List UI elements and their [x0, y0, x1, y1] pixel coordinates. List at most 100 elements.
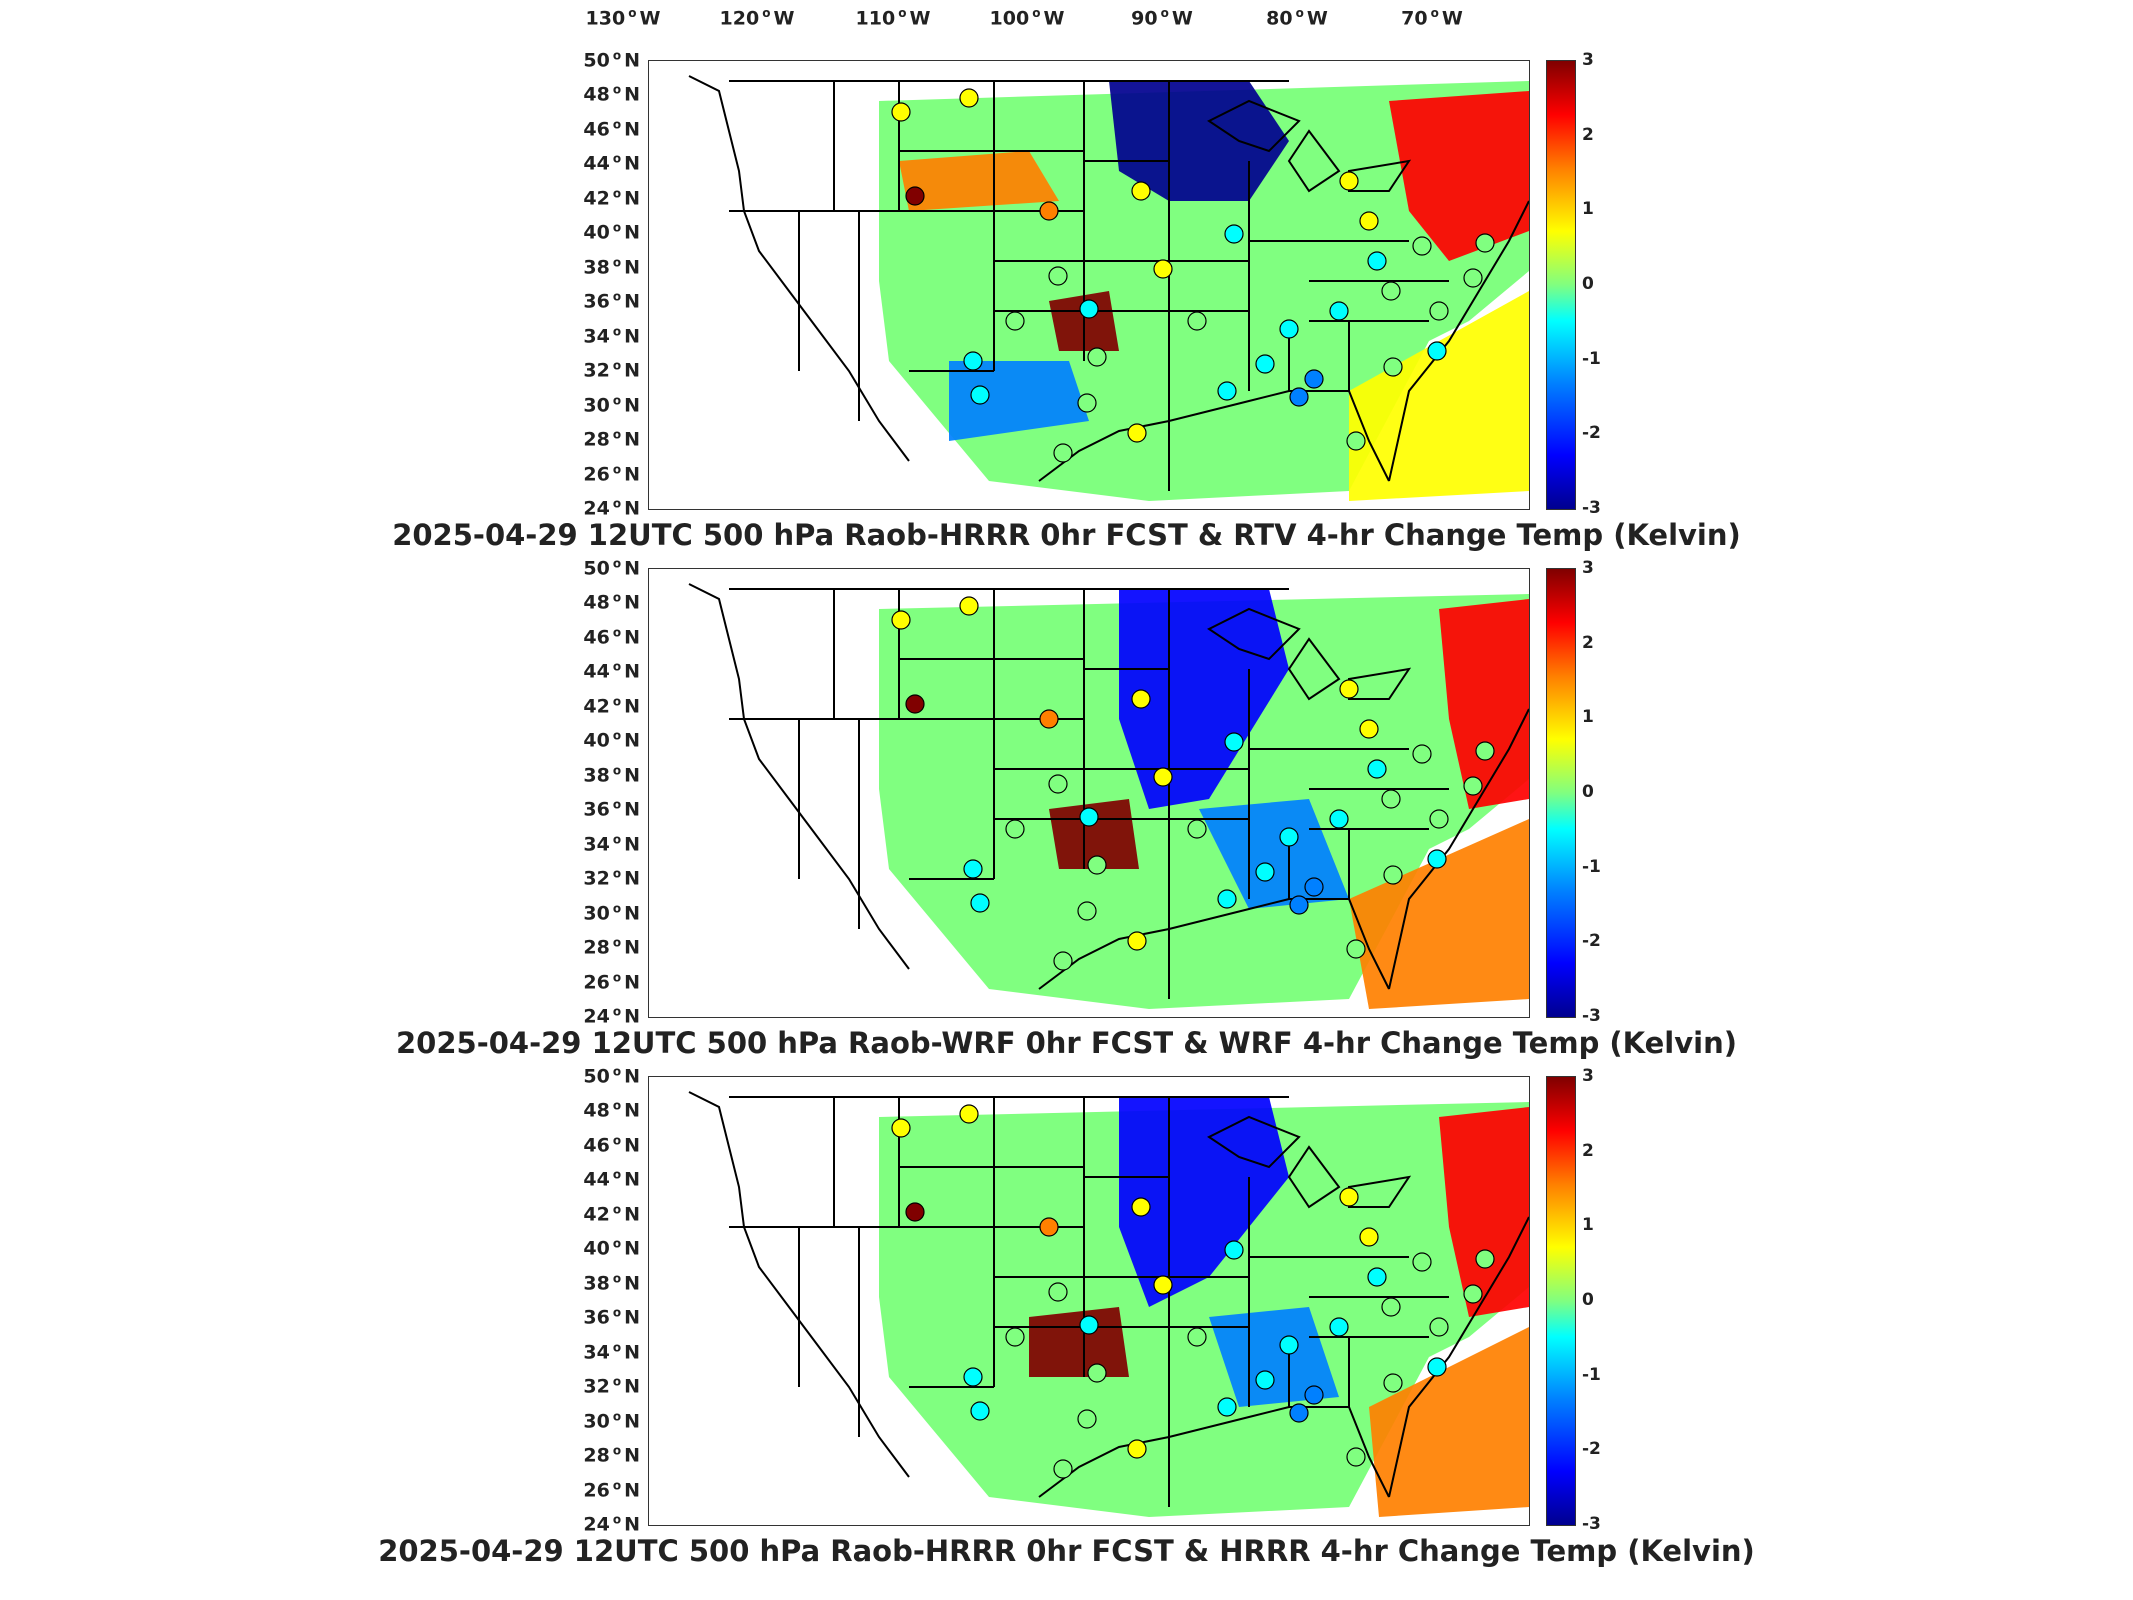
- latitude-label: 38 o N: [583, 1271, 640, 1295]
- raob-station-marker: [1131, 1197, 1151, 1217]
- map-canvas: [688, 75, 1529, 501]
- boundary-outline: [1287, 129, 1341, 193]
- latitude-label: 32 o N: [583, 866, 640, 890]
- boundary-outline: [1207, 1115, 1301, 1169]
- colorbar-tick-label: 0: [1582, 274, 1594, 294]
- raob-station-marker: [1304, 369, 1324, 389]
- colorbar-tick-label: -1: [1582, 856, 1601, 877]
- raob-station-marker: [1339, 679, 1359, 699]
- colorbar-1: [1546, 60, 1576, 510]
- raob-station-marker: [1077, 393, 1097, 413]
- raob-station-marker: [1127, 1439, 1147, 1459]
- raob-station-marker: [1304, 877, 1324, 897]
- longitude-label: 100 o W: [989, 6, 1065, 30]
- latitude-label: 40 o N: [583, 728, 640, 752]
- raob-station-marker: [1429, 301, 1449, 321]
- colorbar-tick-label: -3: [1582, 1006, 1601, 1026]
- colorbar-tick-label: 2: [1582, 124, 1594, 145]
- raob-station-marker: [963, 351, 983, 371]
- raob-station-marker: [1039, 201, 1059, 221]
- colorbar-tick-label: 2: [1582, 1140, 1594, 1161]
- colorbar-tick-label: 1: [1582, 199, 1594, 220]
- raob-station-marker: [1077, 1409, 1097, 1429]
- latitude-label: 36 o N: [583, 797, 640, 821]
- temperature-field-region: [949, 361, 1089, 441]
- temperature-field-region: [1109, 81, 1289, 201]
- latitude-label: 26 o N: [583, 969, 640, 994]
- raob-station-marker: [1079, 1315, 1099, 1335]
- raob-station-marker: [1153, 259, 1173, 279]
- boundary-outline: [1388, 708, 1529, 990]
- raob-station-marker: [1289, 895, 1309, 915]
- colorbar-tick-label: -1: [1582, 348, 1601, 369]
- raob-station-marker: [970, 893, 990, 913]
- boundary-outline: [1038, 390, 1390, 482]
- raob-station-marker: [891, 610, 911, 630]
- latitude-label: 26 o N: [583, 1477, 640, 1502]
- raob-station-marker: [1429, 1317, 1449, 1337]
- raob-station-marker: [1427, 341, 1447, 361]
- raob-station-marker: [1412, 236, 1432, 256]
- raob-station-marker: [1289, 387, 1309, 407]
- boundary-outline: [798, 1227, 1249, 1437]
- raob-station-marker: [1475, 741, 1495, 761]
- boundary-outline: [1288, 1296, 1449, 1407]
- latitude-label: 28 o N: [583, 1443, 640, 1467]
- latitude-label: 44 o N: [583, 659, 640, 684]
- raob-station-marker: [1131, 689, 1151, 709]
- raob-station-marker: [1224, 1240, 1244, 1260]
- boundary-outline: [798, 719, 1249, 929]
- panel-1-title: 2025-04-29 12UTC 500 hPa Raob-HRRR 0hr F…: [392, 518, 1741, 552]
- raob-station-marker: [1255, 1370, 1275, 1390]
- raob-station-marker: [1048, 774, 1068, 794]
- latitude-label: 36 o N: [583, 289, 640, 313]
- raob-station-marker: [1131, 181, 1151, 201]
- latitude-label: 50 o N: [583, 1064, 640, 1088]
- longitude-label: 130 o W: [585, 6, 661, 30]
- raob-station-marker: [1153, 1275, 1173, 1295]
- raob-station-marker: [1381, 1297, 1401, 1317]
- longitude-label: 70 o W: [1401, 6, 1463, 30]
- latitude-label: 40 o N: [583, 220, 640, 244]
- raob-station-marker: [1187, 819, 1207, 839]
- temperature-field-region: [1439, 1107, 1529, 1317]
- raob-station-marker: [1279, 827, 1299, 847]
- temperature-field-region: [1119, 589, 1289, 809]
- raob-station-marker: [1005, 311, 1025, 331]
- raob-station-marker: [1383, 865, 1403, 885]
- latitude-label: 48 o N: [583, 82, 640, 107]
- raob-station-marker: [891, 102, 911, 122]
- latitude-label: 48 o N: [583, 590, 640, 615]
- colorbar-tick-label: 3: [1582, 1066, 1594, 1086]
- colorbar-2: [1546, 568, 1576, 1018]
- raob-station-marker: [1005, 1327, 1025, 1347]
- boundary-outline: [833, 81, 1085, 371]
- latitude-label: 38 o N: [583, 255, 640, 279]
- latitude-label: 46 o N: [583, 625, 640, 649]
- raob-station-marker: [1187, 311, 1207, 331]
- raob-station-marker: [1359, 211, 1379, 231]
- raob-station-marker: [1367, 251, 1387, 271]
- boundary-outline: [729, 1166, 1249, 1278]
- latitude-label: 24 o N: [583, 1512, 640, 1536]
- boundary-outline: [1207, 99, 1301, 153]
- boundary-outline: [1084, 81, 1409, 491]
- colorbar-tick-label: -2: [1582, 1439, 1601, 1460]
- temperature-field-region: [1369, 1327, 1529, 1517]
- raob-station-marker: [905, 186, 925, 206]
- latitude-label: 42 o N: [583, 186, 640, 210]
- boundary-outline: [1288, 280, 1449, 391]
- latitude-label: 28 o N: [583, 427, 640, 451]
- boundary-outline: [729, 150, 1249, 262]
- longitude-label: 80 o W: [1266, 6, 1328, 30]
- latitude-label: 34 o N: [583, 832, 640, 856]
- raob-station-marker: [959, 1104, 979, 1124]
- boundary-outline: [1388, 200, 1529, 482]
- colorbar-tick-label: -3: [1582, 1514, 1601, 1534]
- latitude-label: 46 o N: [583, 1133, 640, 1157]
- latitude-label: 42 o N: [583, 1202, 640, 1226]
- raob-station-marker: [1087, 347, 1107, 367]
- latitude-label: 28 o N: [583, 935, 640, 959]
- longitude-label: 110 o W: [855, 6, 931, 30]
- latitude-label: 24 o N: [583, 1004, 640, 1028]
